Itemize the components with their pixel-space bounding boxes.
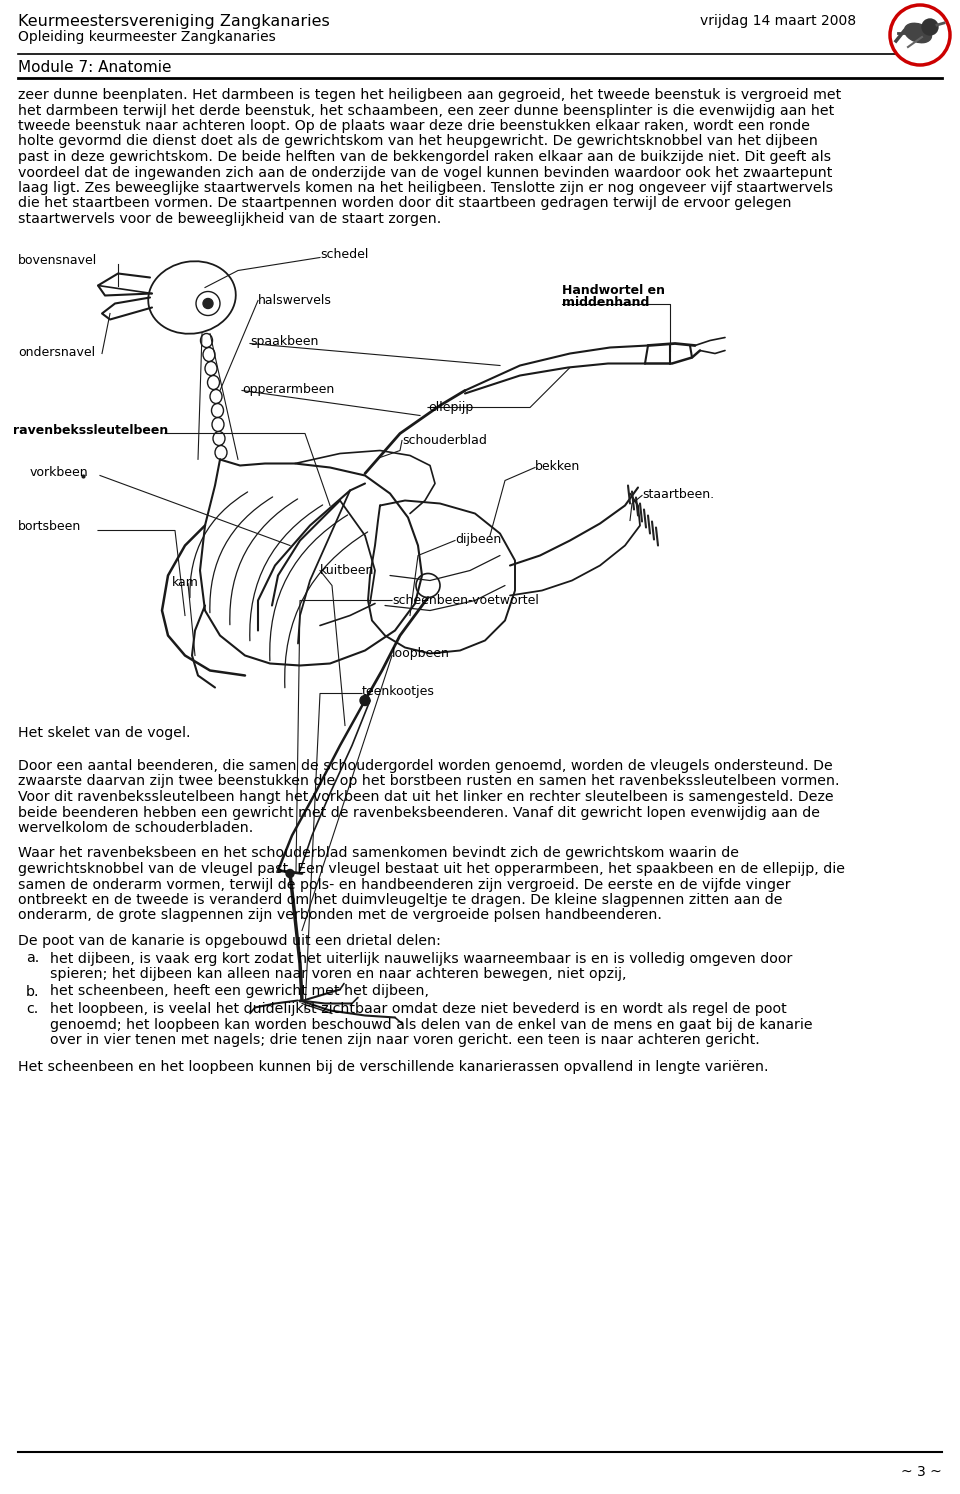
Text: bekken: bekken — [535, 460, 580, 474]
Text: kam: kam — [172, 575, 199, 589]
Text: halswervels: halswervels — [258, 293, 332, 306]
Text: bovensnavel: bovensnavel — [18, 254, 97, 266]
Text: Door een aantal beenderen, die samen de schoudergordel worden genoemd, worden de: Door een aantal beenderen, die samen de … — [18, 759, 832, 772]
Text: staartbeen.: staartbeen. — [642, 487, 714, 500]
Text: ellepijp: ellepijp — [428, 400, 473, 414]
Text: het darmbeen terwijl het derde beenstuk, het schaambeen, een zeer dunne beenspli: het darmbeen terwijl het derde beenstuk,… — [18, 103, 834, 118]
Text: c.: c. — [26, 1002, 38, 1016]
Text: voordeel dat de ingewanden zich aan de onderzijde van de vogel kunnen bevinden w: voordeel dat de ingewanden zich aan de o… — [18, 166, 832, 179]
Text: ravenbekssleutelbeen: ravenbekssleutelbeen — [13, 423, 168, 436]
Text: spieren; het dijbeen kan alleen naar voren en naar achteren bewegen, niet opzij,: spieren; het dijbeen kan alleen naar vor… — [50, 967, 627, 982]
Text: kuitbeen: kuitbeen — [320, 563, 374, 577]
Text: a.: a. — [26, 952, 39, 965]
Circle shape — [286, 870, 294, 877]
Text: Handwortel en: Handwortel en — [562, 284, 665, 296]
Text: opperarmbeen: opperarmbeen — [242, 384, 334, 396]
Text: bortsbeen: bortsbeen — [18, 520, 82, 533]
Text: teenkootjes: teenkootjes — [362, 686, 435, 699]
Text: zwaarste daarvan zijn twee beenstukken die op het borstbeen rusten en samen het : zwaarste daarvan zijn twee beenstukken d… — [18, 774, 839, 789]
Text: tweede beenstuk naar achteren loopt. Op de plaats waar deze drie beenstukken elk: tweede beenstuk naar achteren loopt. Op … — [18, 120, 810, 133]
Text: past in deze gewrichtskom. De beide helften van de bekkengordel raken elkaar aan: past in deze gewrichtskom. De beide helf… — [18, 149, 831, 164]
Text: het scheenbeen, heeft een gewricht met het dijbeen,: het scheenbeen, heeft een gewricht met h… — [50, 985, 429, 998]
Text: scheenbeen-voetwortel: scheenbeen-voetwortel — [392, 593, 539, 607]
Text: Opleiding keurmeester Zangkanaries: Opleiding keurmeester Zangkanaries — [18, 30, 276, 43]
Text: Module 7: Anatomie: Module 7: Anatomie — [18, 60, 172, 75]
Text: ondersnavel: ondersnavel — [18, 345, 95, 359]
Text: onderarm, de grote slagpennen zijn verbonden met de vergroeide polsen handbeende: onderarm, de grote slagpennen zijn verbo… — [18, 908, 661, 922]
Text: Het scheenbeen en het loopbeen kunnen bij de verschillende kanarierassen opvalle: Het scheenbeen en het loopbeen kunnen bi… — [18, 1061, 769, 1074]
Text: schedel: schedel — [320, 248, 369, 260]
Circle shape — [360, 696, 370, 705]
Text: laag ligt. Zes beweeglijke staartwervels komen na het heiligbeen. Tenslotte zijn: laag ligt. Zes beweeglijke staartwervels… — [18, 181, 833, 196]
Text: dijbeen: dijbeen — [455, 533, 501, 547]
Text: Keurmeestersvereniging Zangkanaries: Keurmeestersvereniging Zangkanaries — [18, 13, 329, 28]
Text: De poot van de kanarie is opgebouwd uit een drietal delen:: De poot van de kanarie is opgebouwd uit … — [18, 934, 441, 949]
Circle shape — [922, 19, 938, 34]
Text: het dijbeen, is vaak erg kort zodat het uiterlijk nauwelijks waarneembaar is en : het dijbeen, is vaak erg kort zodat het … — [50, 952, 792, 965]
Text: Het skelet van de vogel.: Het skelet van de vogel. — [18, 726, 190, 740]
Text: die het staartbeen vormen. De staartpennen worden door dit staartbeen gedragen t: die het staartbeen vormen. De staartpenn… — [18, 197, 791, 211]
Text: het loopbeen, is veelal het duidelijkst zichtbaar omdat deze niet bevederd is en: het loopbeen, is veelal het duidelijkst … — [50, 1002, 787, 1016]
Text: spaakbeen: spaakbeen — [250, 336, 319, 348]
Text: schouderblad: schouderblad — [402, 433, 487, 447]
Text: Waar het ravenbeksbeen en het schouderblad samenkomen bevindt zich de gewrichtsk: Waar het ravenbeksbeen en het schouderbl… — [18, 847, 739, 861]
Text: gewrichtsknobbel van de vleugel past. Een vleugel bestaat uit het opperarmbeen, : gewrichtsknobbel van de vleugel past. Ee… — [18, 862, 845, 875]
Text: beide beenderen hebben een gewricht met de ravenbeksbeenderen. Vanaf dit gewrich: beide beenderen hebben een gewricht met … — [18, 805, 820, 820]
Text: staartwervels voor de beweeglijkheid van de staart zorgen.: staartwervels voor de beweeglijkheid van… — [18, 212, 442, 226]
Text: ~ 3 ~: ~ 3 ~ — [901, 1466, 942, 1479]
Text: holte gevormd die dienst doet als de gewrichtskom van het heupgewricht. De gewri: holte gevormd die dienst doet als de gew… — [18, 134, 818, 148]
Text: samen de onderarm vormen, terwijl de pols- en handbeenderen zijn vergroeid. De e: samen de onderarm vormen, terwijl de pol… — [18, 877, 791, 892]
Ellipse shape — [904, 24, 931, 43]
Text: zeer dunne beenplaten. Het darmbeen is tegen het heiligbeen aan gegroeid, het tw: zeer dunne beenplaten. Het darmbeen is t… — [18, 88, 841, 102]
Circle shape — [203, 299, 213, 308]
Text: vorkbeen: vorkbeen — [30, 466, 88, 478]
Text: ontbreekt en de tweede is veranderd om het duimvleugeltje te dragen. De kleine s: ontbreekt en de tweede is veranderd om h… — [18, 893, 782, 907]
Text: middenhand: middenhand — [562, 296, 649, 308]
Text: wervelkolom de schouderbladen.: wervelkolom de schouderbladen. — [18, 822, 253, 835]
Circle shape — [890, 4, 950, 66]
Text: Voor dit ravenbekssleutelbeen hangt het vorkbeen dat uit het linker en rechter s: Voor dit ravenbekssleutelbeen hangt het … — [18, 790, 833, 804]
Text: vrijdag 14 maart 2008: vrijdag 14 maart 2008 — [700, 13, 856, 28]
Text: loopbeen: loopbeen — [392, 647, 450, 660]
Text: b.: b. — [26, 985, 39, 998]
Text: over in vier tenen met nagels; drie tenen zijn naar voren gericht. een teen is n: over in vier tenen met nagels; drie tene… — [50, 1032, 759, 1047]
Text: genoemd; het loopbeen kan worden beschouwd als delen van de enkel van de mens en: genoemd; het loopbeen kan worden beschou… — [50, 1017, 812, 1031]
